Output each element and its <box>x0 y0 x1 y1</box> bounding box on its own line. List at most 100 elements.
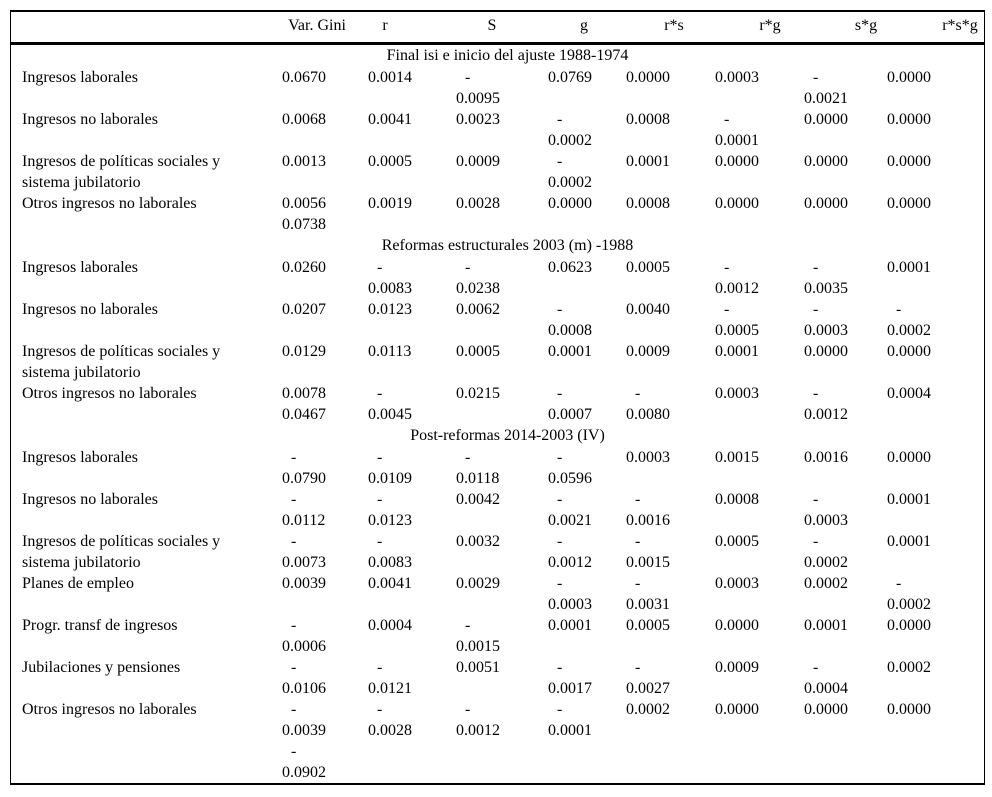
table-cell: - 0.0021 <box>804 67 848 109</box>
table-cell: - 0.0112 <box>282 489 325 531</box>
table-row: Ingresos no laborales 0.0207 0.0123 0.0062 -… <box>10 299 985 341</box>
table-cell: - 0.0073 <box>282 531 326 573</box>
table-cell: 0.0000 <box>715 699 759 720</box>
cell-value: 0.0042 <box>456 491 500 508</box>
table-cell: 0.0004 <box>887 383 931 404</box>
cell-value: - <box>377 259 383 276</box>
table-cell: - 0.0002 <box>887 299 931 341</box>
cell-value: 0.0112 <box>282 512 326 529</box>
table-cell: 0.0000 <box>887 193 931 214</box>
table-cell: - 0.0031 <box>626 573 670 615</box>
table-cell: - 0.0005 <box>715 299 759 341</box>
cell-value: 0.0009 <box>456 153 500 170</box>
cell-value: 0.0000 <box>715 153 759 170</box>
table-cell: 0.0670 <box>282 67 326 88</box>
table-cell: 0.0000 <box>715 151 759 172</box>
table-cell: 0.0040 <box>626 299 670 320</box>
cell-value: 0.0000 <box>887 701 931 718</box>
table-cell: 0.0000 <box>548 193 592 214</box>
cell-value: - <box>557 575 563 592</box>
cell-value: 0.0078 <box>282 385 326 402</box>
cell-value: - <box>291 743 297 760</box>
cell-value: 0.0012 <box>456 722 500 739</box>
cell-value: 0.0068 <box>282 111 326 128</box>
cell-value: 0.0005 <box>456 343 500 360</box>
table-cell: - 0.0021 <box>548 489 592 531</box>
cell-value: 0.0006 <box>282 638 326 655</box>
row-label-line: Otros ingresos no laborales <box>22 195 197 212</box>
table-body: Final isi e inicio del ajuste 1988-1974 I… <box>10 45 985 783</box>
row-label: Ingresos laborales <box>22 67 280 88</box>
cell-value: 0.0207 <box>282 301 326 318</box>
cell-value: - <box>813 385 819 402</box>
table-cell: 0.0039 <box>282 573 326 594</box>
table-top-rule <box>10 10 985 12</box>
table-row: Ingresos de políticas sociales y sistema … <box>10 341 985 383</box>
table-cell: - 0.0016 <box>626 489 670 531</box>
cell-value: 0.0738 <box>282 216 326 233</box>
table-cell: - 0.0008 <box>548 299 592 341</box>
row-label: Otros ingresos no laborales <box>22 383 280 404</box>
table-cell: 0.0005 <box>456 341 500 362</box>
row-label-line: Ingresos no laborales <box>22 111 158 128</box>
cell-value: 0.0008 <box>548 322 592 339</box>
cell-value: 0.0000 <box>804 343 848 360</box>
table-cell: 0.0123 <box>368 299 412 320</box>
cell-value: 0.0000 <box>887 449 931 466</box>
cell-value: 0.0769 <box>548 69 592 86</box>
table-cell: - 0.0080 <box>626 383 670 425</box>
cell-value: 0.0001 <box>715 343 759 360</box>
cell-value: - <box>635 491 641 508</box>
cell-value: 0.0000 <box>804 701 848 718</box>
cell-value: - <box>557 659 563 676</box>
table-cell: - 0.0001 <box>548 699 592 741</box>
cell-value: 0.0002 <box>548 174 592 191</box>
table-row: Otros ingresos no laborales 0.0078 0.0467 -… <box>10 383 985 425</box>
row-label-line: Ingresos laborales <box>22 259 138 276</box>
cell-value: 0.0028 <box>456 195 500 212</box>
cell-value: 0.0095 <box>456 90 500 107</box>
cell-value: - <box>635 659 641 676</box>
table-row: Ingresos no laborales 0.0068 0.0041 0.0023 -… <box>10 109 985 151</box>
cell-value: 0.0039 <box>282 575 326 592</box>
cell-value: 0.0031 <box>626 596 670 613</box>
cell-value: 0.0118 <box>456 470 500 487</box>
cell-value: 0.0000 <box>887 343 931 360</box>
cell-value: 0.0000 <box>887 153 931 170</box>
table-cell: 0.0004 <box>368 615 412 636</box>
cell-value: 0.0035 <box>804 280 848 297</box>
cell-value: - <box>291 533 297 550</box>
table-cell: 0.0000 <box>804 151 848 172</box>
cell-value: 0.0000 <box>887 617 931 634</box>
cell-value: - <box>465 69 471 86</box>
table-cell: 0.0769 <box>548 67 592 88</box>
cell-value: 0.0001 <box>626 153 670 170</box>
table-cell: 0.0041 <box>368 109 412 130</box>
cell-value: 0.0021 <box>804 90 848 107</box>
row-label-line: Otros ingresos no laborales <box>22 701 197 718</box>
table-cell: - 0.0123 <box>368 489 412 531</box>
column-header: S <box>487 17 497 34</box>
row-label-line: Ingresos de políticas sociales y <box>22 153 221 170</box>
cell-value: - <box>465 617 471 634</box>
table-cell: 0.0009 <box>456 151 500 172</box>
table-left-border <box>10 10 11 785</box>
table-cell: - 0.0012 <box>715 257 759 299</box>
table-row: Planes de empleo 0.0039 0.0041 0.0029 - 0.000… <box>10 573 985 615</box>
cell-value: - <box>813 301 819 318</box>
table-cell: 0.0113 <box>368 341 411 362</box>
cell-value: - <box>635 575 641 592</box>
table-cell: 0.0000 <box>626 67 670 88</box>
table-cell: 0.0029 <box>456 573 500 594</box>
cell-value: - <box>557 491 563 508</box>
cell-value: - <box>557 533 563 550</box>
cell-value: 0.0670 <box>282 69 326 86</box>
table-cell: 0.0009 <box>626 341 670 362</box>
row-label-line: Ingresos de políticas sociales y <box>22 533 221 550</box>
cell-value: - <box>557 301 563 318</box>
table-cell: 0.0041 <box>368 573 412 594</box>
table-cell: - 0.0035 <box>804 257 848 299</box>
table-row: Ingresos de políticas sociales y sistema … <box>10 151 985 193</box>
table-cell: 0.0129 <box>282 341 326 362</box>
